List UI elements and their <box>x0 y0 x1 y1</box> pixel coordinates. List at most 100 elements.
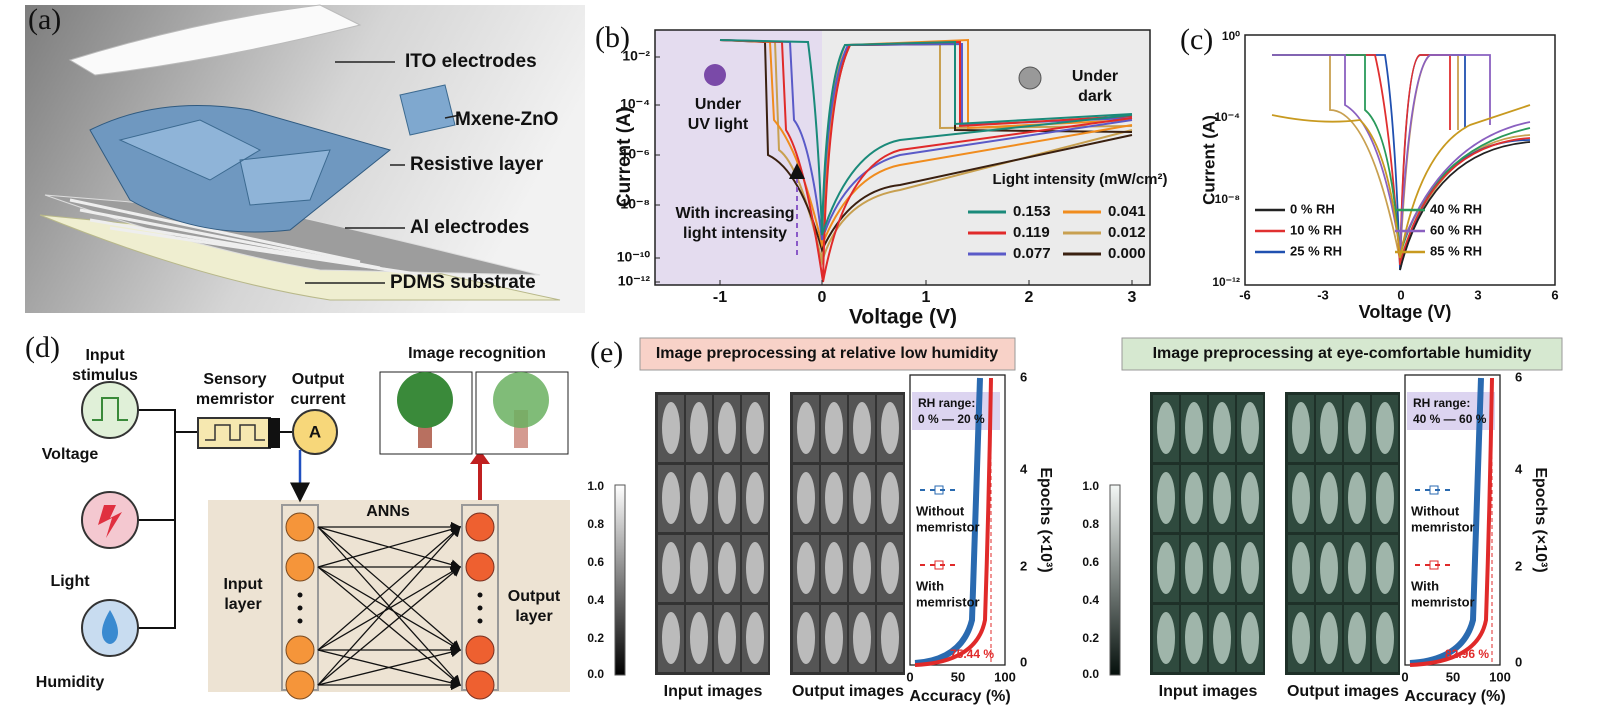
label: 10 % RH <box>1290 222 1342 237</box>
label: layer <box>224 596 261 613</box>
image-shape <box>797 542 815 594</box>
curve <box>1409 377 1494 667</box>
image-shape <box>746 472 764 524</box>
label: Output <box>508 588 561 605</box>
image-shape <box>1185 612 1203 664</box>
image-shape <box>1292 402 1310 454</box>
label: Sensory <box>203 371 266 388</box>
label: Input <box>223 576 263 593</box>
label: Current (A) <box>1199 115 1218 205</box>
neuron <box>465 670 495 700</box>
label: Current (A) <box>614 107 635 207</box>
dot <box>477 618 483 624</box>
panel-d <box>81 371 570 700</box>
label: 0.041 <box>1108 203 1146 220</box>
label: Output images <box>1287 683 1399 700</box>
label: 85 % RH <box>1430 243 1482 258</box>
label: 25 % RH <box>1290 243 1342 258</box>
image-shape <box>1213 402 1231 454</box>
label: Output <box>292 371 345 388</box>
image-shape <box>718 472 736 524</box>
image-shape <box>690 612 708 664</box>
ammeter <box>292 409 338 455</box>
banner <box>1121 337 1563 371</box>
label: 6 <box>1020 369 1027 384</box>
label: light intensity <box>683 225 787 242</box>
image-shape <box>746 402 764 454</box>
label: 2 <box>1020 558 1027 573</box>
label: stimulus <box>72 367 138 384</box>
dot <box>297 592 303 598</box>
label: 1.0 <box>1082 479 1099 493</box>
image-shape <box>1320 402 1338 454</box>
label: With increasing <box>676 205 795 222</box>
label: 0.8 <box>587 517 604 531</box>
colorbar <box>614 484 626 676</box>
output-arrowhead <box>470 450 490 464</box>
image-shape <box>1157 402 1175 454</box>
image-shape <box>662 612 680 664</box>
image-shape <box>825 402 843 454</box>
neuron <box>465 552 495 582</box>
label: A <box>309 422 321 441</box>
label: 10⁻² <box>622 48 650 64</box>
image-shape <box>1292 612 1310 664</box>
label: 0.0 <box>1082 667 1099 681</box>
label: Epochs (×10³) <box>1532 467 1549 572</box>
image-shape <box>1292 542 1310 594</box>
image-shape <box>1320 612 1338 664</box>
label: 0.077 <box>1013 245 1051 262</box>
panel-e <box>614 337 1563 676</box>
label: Without <box>1411 503 1460 518</box>
dot <box>477 592 483 598</box>
label: 100 <box>1489 669 1511 684</box>
label: 0.0 <box>587 667 604 681</box>
label: 4 <box>1515 461 1523 476</box>
label: 0 % — 20 % <box>918 412 985 426</box>
label: 0.153 <box>1013 203 1051 220</box>
panel-b <box>654 29 1151 286</box>
memristor <box>197 417 271 449</box>
image-shape <box>1185 402 1203 454</box>
image-shape <box>718 612 736 664</box>
label: Voltage (V) <box>1359 302 1452 322</box>
image-shape <box>1376 472 1394 524</box>
legend-marker <box>934 485 944 495</box>
label: Light intensity (mW/cm²) <box>993 171 1168 188</box>
memristor-pulse <box>205 424 265 441</box>
label: 0 <box>818 289 827 306</box>
image-shape <box>1241 612 1259 664</box>
image-shape <box>1376 542 1394 594</box>
label: 0.4 <box>587 593 604 607</box>
label: 82.96 % <box>1445 647 1489 661</box>
drop <box>102 610 118 644</box>
image-shape <box>881 402 899 454</box>
label: 0.2 <box>1082 631 1099 645</box>
iv-curves <box>719 38 1133 283</box>
label: Light <box>50 573 90 590</box>
image-shape <box>1157 472 1175 524</box>
ann-area <box>208 500 570 692</box>
image-shape <box>1157 612 1175 664</box>
label: 2 <box>1515 558 1522 573</box>
legend-marker <box>1429 560 1439 570</box>
label: 0 <box>1020 654 1027 669</box>
label: 0.012 <box>1108 224 1146 241</box>
label: memristor <box>916 519 980 534</box>
connection <box>317 526 461 651</box>
image-shape <box>853 402 871 454</box>
dark-icon <box>1018 66 1042 90</box>
label: 50 <box>951 669 965 684</box>
image-shape <box>1185 542 1203 594</box>
image-shape <box>718 402 736 454</box>
label: Accuracy (%) <box>1404 688 1505 705</box>
label: 10⁻¹² <box>1212 275 1240 289</box>
dark-region <box>822 30 1150 285</box>
connection <box>317 647 462 686</box>
image-shape <box>797 472 815 524</box>
label: 10⁻¹² <box>618 273 651 289</box>
image-shape <box>1348 402 1366 454</box>
label: ITO electrodes <box>405 51 537 72</box>
ito-electrodes <box>68 4 362 76</box>
network <box>285 512 495 700</box>
